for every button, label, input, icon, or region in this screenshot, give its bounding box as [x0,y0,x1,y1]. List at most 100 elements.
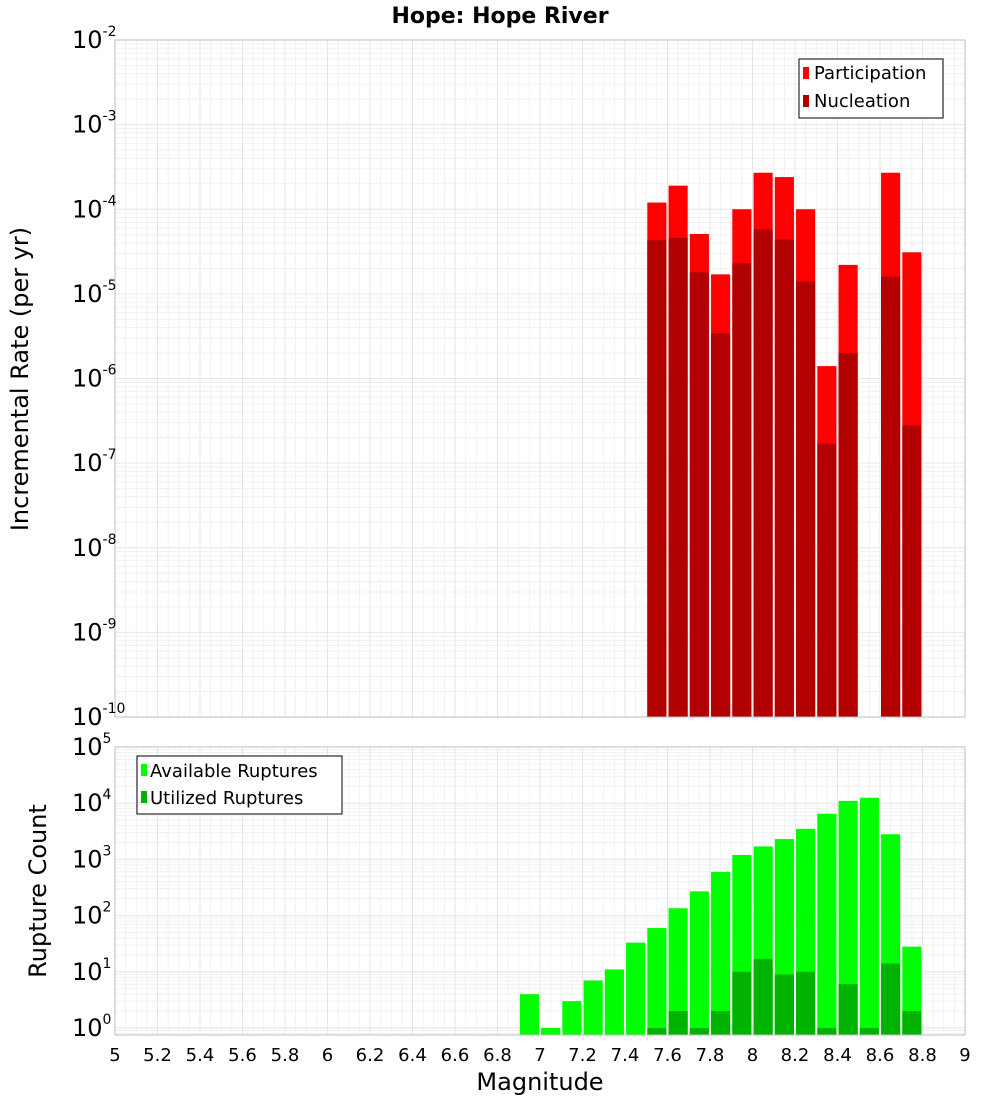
x-tick-label: 7.6 [653,1045,682,1066]
rate-y-tick-label: 10-7 [72,447,117,477]
x-tick-label: 6.4 [398,1045,427,1066]
legend-participation-swatch [803,67,809,79]
count-bar-utilized-ruptures [732,971,752,1035]
x-tick-label: 7.8 [696,1045,725,1066]
rate-y-tick-label: 10-4 [72,193,117,223]
x-tick-label: 8.2 [781,1045,810,1066]
rate-y-tick-label: 10-9 [72,616,117,646]
rate-panel: 10-10 10-9 10-8 10-7 10-6 10-5 10-4 10-3 10-2 In… [6,24,966,731]
rate-y-tick-label: 10-5 [72,278,117,308]
rate-legend-box [798,58,944,119]
rate-bar-nucleation [668,237,688,717]
x-tick-label: 6.8 [483,1045,512,1066]
legend-available-swatch [141,764,147,776]
count-bar-available-ruptures [541,1027,561,1035]
x-tick-label: 6.2 [356,1045,385,1066]
count-panel: 100 101 102 103 104 105 5 5.2 5.4 5.6 5.8 6 6.2 6.4 6… [24,731,971,1096]
count-y-tick-label: 100 [72,1012,111,1042]
rate-bar-nucleation [753,229,773,718]
count-bar-utilized-ruptures [817,1027,837,1035]
count-bar-utilized-ruptures [647,1027,667,1035]
x-ticks: 5 5.2 5.4 5.6 5.8 6 6.2 6.4 6.6 6.8 7 7.2 7.4 7.6 7.8 8… [109,1045,970,1066]
legend-utilized-label: Utilized Ruptures [150,788,303,809]
rate-bar-nucleation [817,443,837,717]
rate-plot-border [114,39,966,718]
count-y-tick-label: 104 [72,787,112,817]
rate-grid [114,39,966,718]
count-y-tick-label: 102 [72,900,111,930]
x-tick-label: 8.4 [823,1045,852,1066]
x-tick-label: 5 [109,1045,120,1066]
count-bar-available-ruptures [626,942,646,1035]
count-bar-utilized-ruptures [668,1011,688,1035]
x-tick-label: 5.6 [228,1045,257,1066]
count-bars [519,797,922,1035]
count-bar-available-ruptures [562,1001,582,1035]
count-bar-available-ruptures [838,800,858,1035]
count-bar-available-ruptures [668,908,688,1035]
legend-utilized-swatch [141,791,147,803]
count-legend: Available Ruptures Utilized Ruptures [136,755,343,815]
rate-bar-nucleation [647,240,667,717]
x-tick-label: 5.8 [271,1045,300,1066]
x-tick-label: 7.4 [611,1045,640,1066]
rate-y-ticks: 10-10 10-9 10-8 10-7 10-6 10-5 10-4 10-3 10-2 [72,24,125,731]
x-tick-label: 5.2 [143,1045,172,1066]
count-bar-utilized-ruptures [796,971,816,1035]
rate-legend: Participation Nucleation [798,58,944,119]
rate-bar-nucleation [732,263,752,717]
rate-bar-nucleation [838,353,858,717]
legend-available-label: Available Ruptures [150,761,318,782]
x-tick-label: 6.6 [441,1045,470,1066]
count-bar-utilized-ruptures [689,1027,709,1035]
x-tick-label: 6 [322,1045,333,1066]
chart-title: Hope: Hope River [391,4,608,29]
count-bar-available-ruptures [519,994,539,1035]
rate-y-tick-label: 10-3 [72,109,117,139]
rate-y-tick-label: 10-2 [72,24,117,54]
legend-nucleation-label: Nucleation [814,91,910,112]
count-bar-available-ruptures [689,891,709,1035]
count-y-ticks: 100 101 102 103 104 105 [72,731,112,1042]
x-tick-label: 8.8 [908,1045,937,1066]
count-bar-utilized-ruptures [902,1011,922,1035]
x-axis-label: Magnitude [476,1068,603,1096]
count-bar-available-ruptures [583,980,603,1035]
count-y-tick-label: 103 [72,843,111,873]
count-y-tick-label: 101 [72,956,111,986]
count-bar-available-ruptures [711,871,731,1035]
count-legend-box [136,755,343,815]
count-bar-utilized-ruptures [711,1011,731,1035]
rate-y-tick-label: 10-10 [72,701,125,731]
rate-y-axis-label: Incremental Rate (per yr) [6,227,34,531]
count-y-axis-label: Rupture Count [24,804,52,978]
rate-bar-nucleation [902,425,922,717]
rate-bar-nucleation [796,281,816,717]
count-bar-utilized-ruptures [774,974,794,1035]
count-bar-utilized-ruptures [753,958,773,1035]
x-tick-label: 8 [747,1045,758,1066]
count-bar-available-ruptures [604,969,624,1035]
count-y-tick-label: 105 [72,731,111,761]
x-tick-label: 9 [959,1045,970,1066]
x-tick-label: 7 [534,1045,545,1066]
count-bar-available-ruptures [859,797,879,1035]
rate-y-tick-label: 10-6 [72,363,117,393]
x-tick-label: 7.2 [568,1045,597,1066]
count-bar-utilized-ruptures [859,1027,879,1035]
rate-bars [647,172,922,718]
x-tick-label: 8.6 [866,1045,895,1066]
rate-bar-nucleation [689,272,709,717]
rate-bar-nucleation [774,239,794,717]
legend-participation-label: Participation [814,63,926,84]
count-bar-utilized-ruptures [881,963,901,1035]
count-plot-border [114,746,966,1036]
legend-nucleation-swatch [803,95,809,107]
count-bar-available-ruptures [647,928,667,1035]
rate-y-tick-label: 10-8 [72,532,117,562]
count-bar-available-ruptures [817,813,837,1035]
x-tick-label: 5.4 [186,1045,215,1066]
count-bar-utilized-ruptures [838,984,858,1035]
rate-bar-nucleation [711,333,731,717]
